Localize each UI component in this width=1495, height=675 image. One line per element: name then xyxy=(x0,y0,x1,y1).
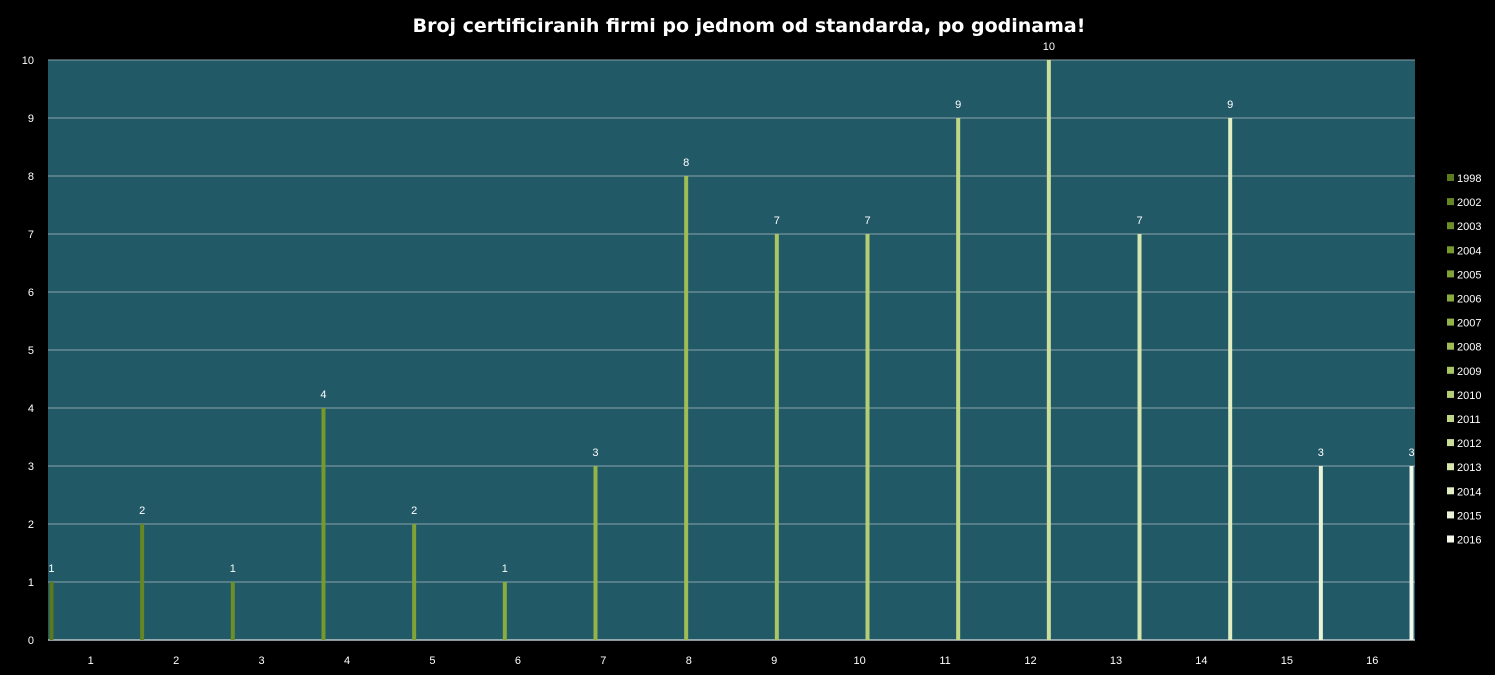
legend-entry: 2016 xyxy=(1457,535,1481,547)
x-tick-label: 6 xyxy=(515,655,521,667)
data-label: 2 xyxy=(411,505,417,517)
bar xyxy=(412,524,417,640)
data-label: 3 xyxy=(1318,447,1324,459)
data-label: 7 xyxy=(774,215,780,227)
y-tick-label: 9 xyxy=(28,113,34,125)
x-tick-label: 1 xyxy=(88,655,94,667)
legend-entry: 2008 xyxy=(1457,342,1481,354)
legend-swatch xyxy=(1447,390,1454,398)
bar xyxy=(684,176,689,640)
legend: 1998 2002 2003 2004 2005 2006 2007 2008 2009 2010… xyxy=(1447,173,1481,547)
y-axis-ticks: 0 1 2 3 4 5 6 7 8 9 10 xyxy=(22,55,34,647)
x-tick-label: 16 xyxy=(1366,655,1378,667)
legend-swatch xyxy=(1447,463,1454,471)
y-tick-label: 5 xyxy=(28,345,34,357)
legend-entry: 2003 xyxy=(1457,221,1481,233)
x-tick-label: 4 xyxy=(344,655,350,667)
data-label: 10 xyxy=(1043,41,1055,53)
legend-entry: 2015 xyxy=(1457,510,1481,522)
bar xyxy=(1137,234,1142,640)
x-tick-label: 5 xyxy=(429,655,435,667)
bar xyxy=(1318,466,1323,640)
bar xyxy=(140,524,145,640)
legend-swatch xyxy=(1447,366,1454,374)
legend-entry: 2012 xyxy=(1457,438,1481,450)
data-label: 9 xyxy=(1227,99,1233,111)
bar xyxy=(865,234,870,640)
bar xyxy=(1046,60,1051,640)
y-tick-label: 7 xyxy=(28,229,34,241)
bar xyxy=(230,582,235,640)
x-tick-label: 7 xyxy=(600,655,606,667)
data-label: 1 xyxy=(230,563,236,575)
data-label: 4 xyxy=(320,389,326,401)
y-tick-label: 1 xyxy=(28,577,34,589)
legend-swatch xyxy=(1447,198,1454,206)
legend-entry: 2007 xyxy=(1457,318,1481,330)
legend-swatch xyxy=(1447,318,1454,326)
x-tick-label: 14 xyxy=(1195,655,1207,667)
x-tick-label: 2 xyxy=(173,655,179,667)
x-tick-label: 10 xyxy=(854,655,866,667)
bar xyxy=(502,582,507,640)
gridlines xyxy=(48,59,1415,641)
x-tick-label: 3 xyxy=(259,655,265,667)
data-label: 1 xyxy=(48,563,54,575)
legend-swatch xyxy=(1447,294,1454,302)
x-tick-label: 12 xyxy=(1024,655,1036,667)
data-labels: 1 2 1 4 2 1 3 8 7 7 9 10 7 9 3 3 xyxy=(48,41,1414,575)
y-tick-label: 2 xyxy=(28,519,34,531)
data-label: 2 xyxy=(139,505,145,517)
legend-entry: 2011 xyxy=(1457,414,1481,426)
bar xyxy=(1409,466,1414,640)
data-label: 3 xyxy=(1408,447,1414,459)
legend-swatch xyxy=(1447,222,1454,230)
legend-entry: 2014 xyxy=(1457,486,1481,498)
legend-entry: 2009 xyxy=(1457,366,1481,378)
chart-title: Broj certificiranih firmi po jednom od s… xyxy=(413,15,1086,37)
x-tick-label: 8 xyxy=(686,655,692,667)
data-label: 8 xyxy=(683,157,689,169)
x-axis-ticks: 1 2 3 4 5 6 7 8 9 10 11 12 13 14 15 16 xyxy=(88,655,1379,667)
bar xyxy=(774,234,779,640)
legend-entry: 2004 xyxy=(1457,245,1481,257)
y-tick-label: 8 xyxy=(28,171,34,183)
data-label: 1 xyxy=(502,563,508,575)
bar xyxy=(321,408,326,640)
y-tick-label: 10 xyxy=(22,55,34,67)
legend-swatch xyxy=(1447,535,1454,543)
legend-swatch xyxy=(1447,439,1454,447)
data-label: 7 xyxy=(864,215,870,227)
y-tick-label: 6 xyxy=(28,287,34,299)
legend-entry: 2006 xyxy=(1457,294,1481,306)
x-tick-label: 13 xyxy=(1110,655,1122,667)
x-tick-label: 15 xyxy=(1281,655,1293,667)
legend-entry: 2013 xyxy=(1457,462,1481,474)
legend-swatch xyxy=(1447,246,1454,254)
legend-swatch xyxy=(1447,174,1454,181)
legend-entry: 1998 xyxy=(1457,173,1481,185)
bars xyxy=(49,60,1414,640)
legend-entry: 2002 xyxy=(1457,197,1481,209)
x-tick-label: 9 xyxy=(771,655,777,667)
data-label: 9 xyxy=(955,99,961,111)
legend-entry: 2010 xyxy=(1457,390,1481,402)
y-tick-label: 3 xyxy=(28,461,34,473)
bar xyxy=(956,118,961,640)
legend-swatch xyxy=(1447,415,1454,422)
bar xyxy=(593,466,598,640)
legend-entry: 2005 xyxy=(1457,269,1481,281)
legend-swatch xyxy=(1447,342,1454,350)
legend-swatch xyxy=(1447,270,1454,278)
bar xyxy=(49,582,54,640)
data-label: 7 xyxy=(1136,215,1142,227)
legend-swatch xyxy=(1447,487,1454,495)
y-tick-label: 0 xyxy=(28,635,34,647)
y-tick-label: 4 xyxy=(28,403,34,415)
bar xyxy=(1228,118,1233,640)
x-tick-label: 11 xyxy=(939,655,950,667)
legend-swatch xyxy=(1447,511,1454,519)
data-label: 3 xyxy=(592,447,598,459)
